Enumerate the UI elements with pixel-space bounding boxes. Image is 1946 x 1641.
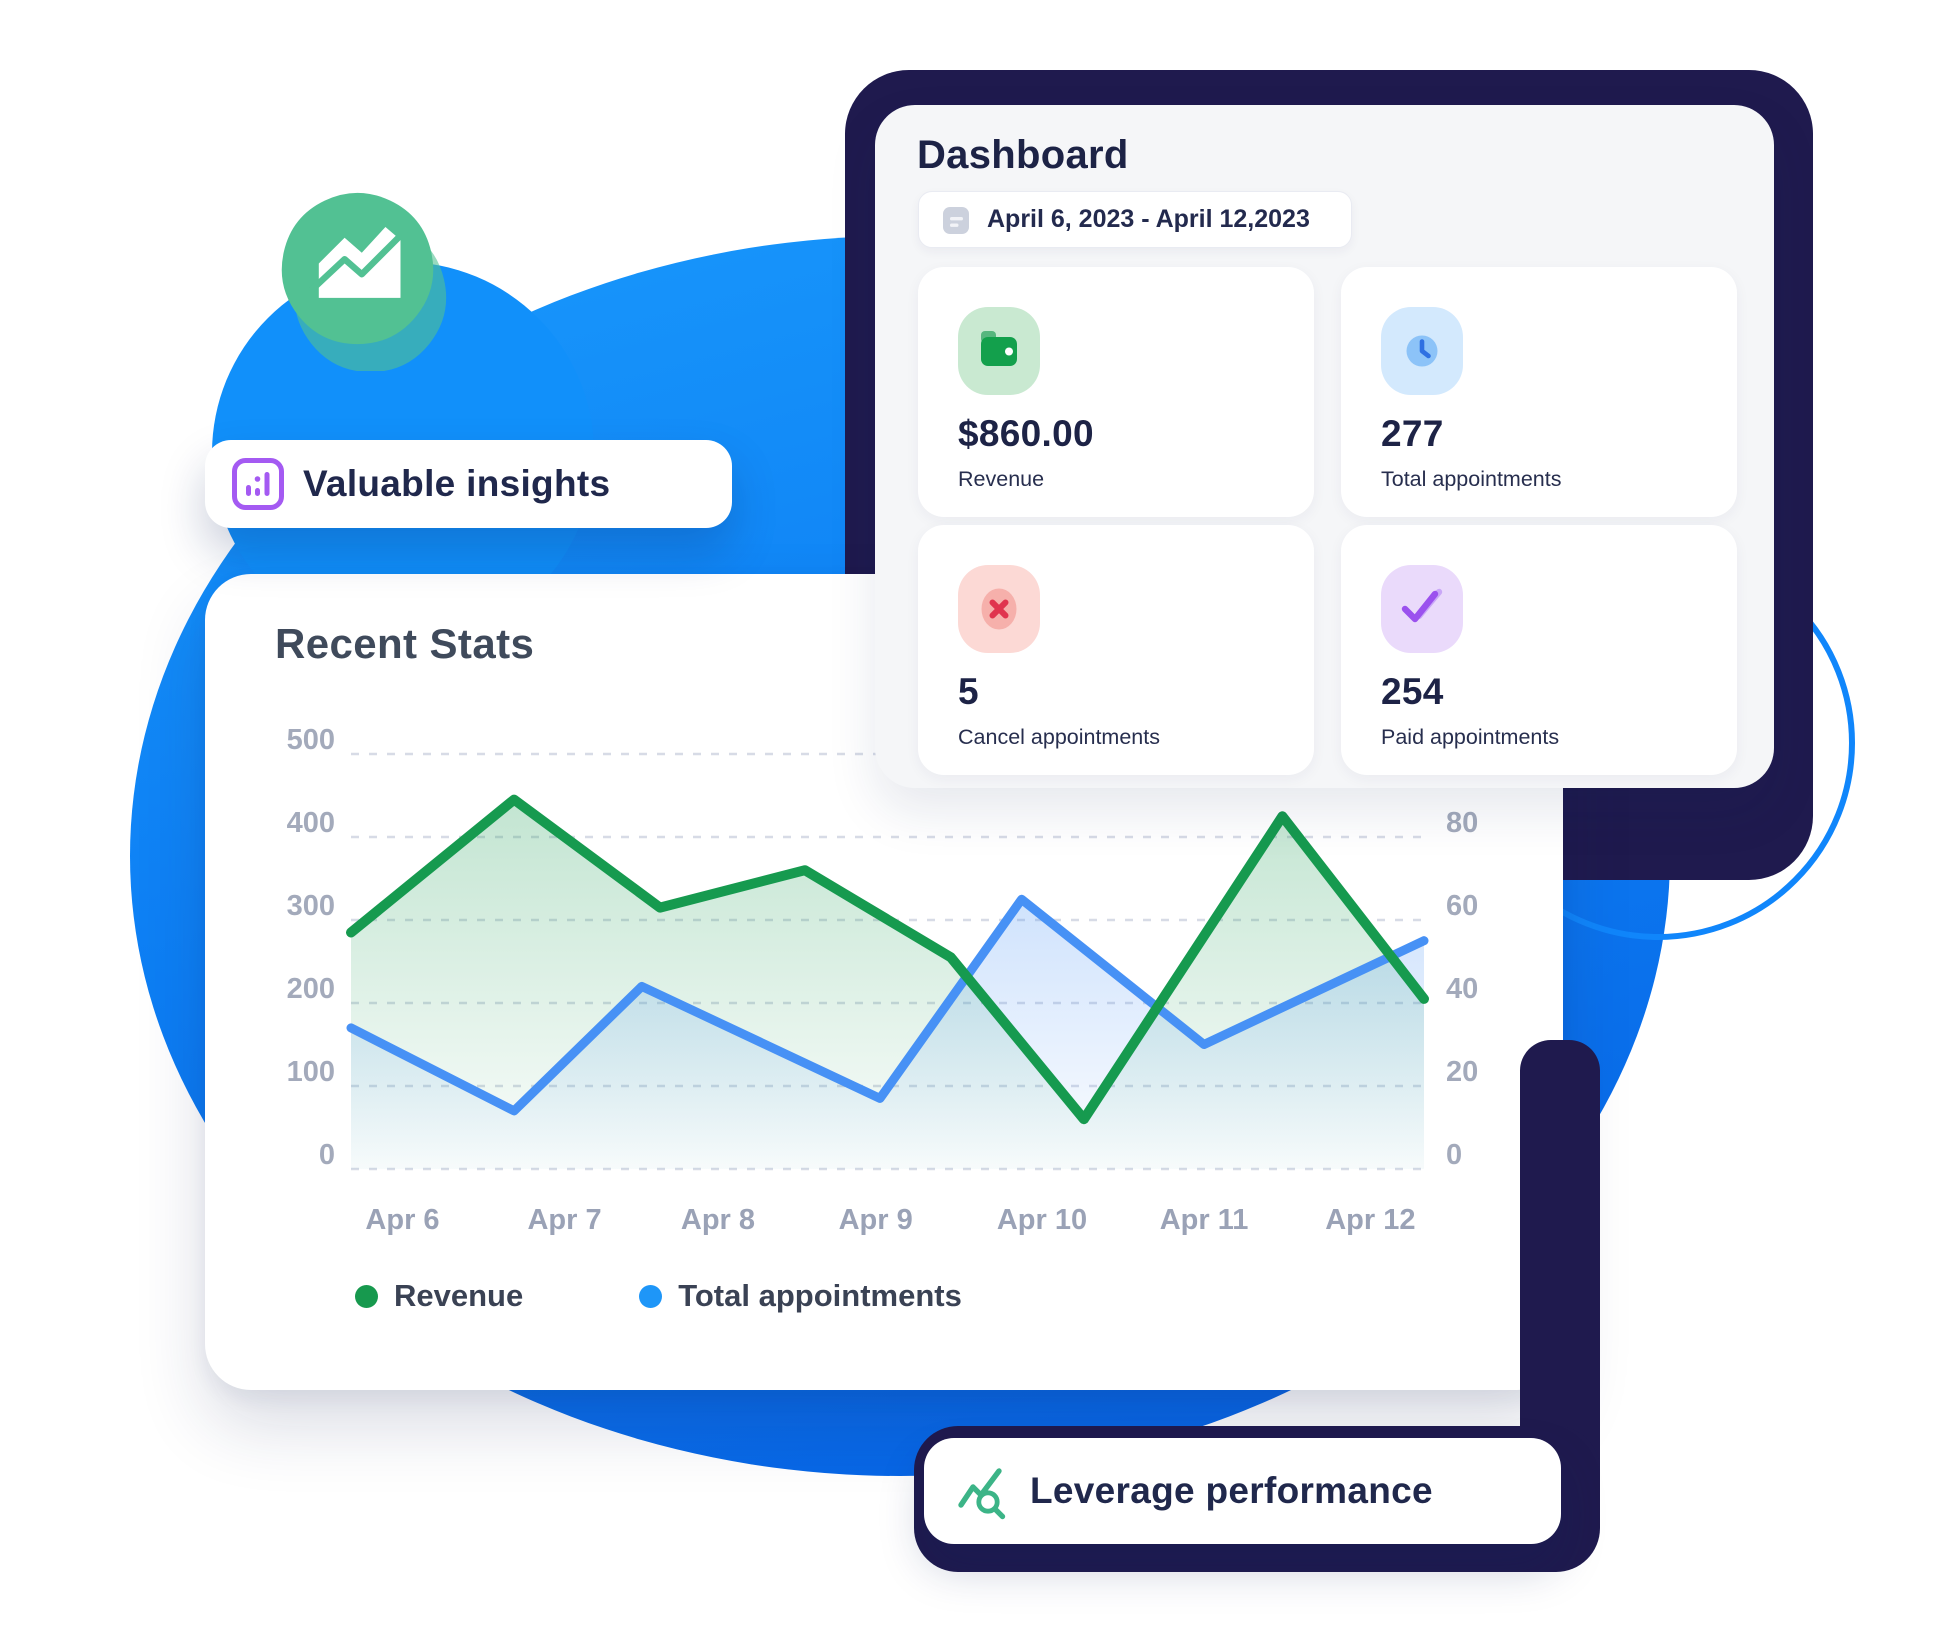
analytics-badge (281, 192, 447, 371)
axis-tick-label: 20 (1446, 1056, 1479, 1088)
legend-item-revenue: Revenue (355, 1278, 523, 1314)
stat-card-cancel-appointments: 5 Cancel appointments (918, 525, 1314, 775)
axis-tick-label: 500 (286, 724, 335, 756)
badge-label: Leverage performance (1030, 1470, 1433, 1511)
stat-card-revenue: $860.00 Revenue (918, 267, 1314, 517)
legend-label: Revenue (394, 1278, 524, 1313)
calendar-icon (943, 206, 969, 234)
badge-label: Valuable insights (303, 463, 611, 504)
x-axis-category-label: Apr 9 (838, 1204, 913, 1236)
recent-stats-chart (346, 752, 1429, 1171)
stat-card-paid-appointments: 254 Paid appointments (1341, 525, 1737, 775)
valuable-insights-badge: Valuable insights (205, 440, 732, 528)
x-axis-category-label: Apr 10 (996, 1204, 1088, 1236)
stat-value: 5 (958, 671, 979, 712)
revenue-dot-icon (355, 1284, 378, 1308)
total-appointments-dot-icon (639, 1284, 663, 1308)
chart-x-axis: Apr 6 Apr 7 Apr 8 Apr 9 Apr 10 Apr 11 Apr 12 (351, 1204, 1424, 1240)
double-check-icon (1381, 565, 1463, 653)
recent-stats-title: Recent Stats (275, 620, 535, 667)
date-range-text: April 6, 2023 - April 12,2023 (987, 205, 1310, 233)
axis-tick-label: 0 (318, 1139, 335, 1171)
stat-value: 254 (1381, 671, 1444, 712)
chart-left-axis: 500 400 300 200 100 0 (255, 726, 335, 1171)
x-axis-category-label: Apr 12 (1325, 1204, 1416, 1236)
axis-tick-label: 60 (1446, 890, 1479, 922)
cancel-icon (958, 565, 1040, 653)
axis-tick-label: 400 (286, 807, 335, 839)
x-axis-category-label: Apr 6 (365, 1204, 440, 1236)
axis-tick-label: 300 (286, 890, 335, 922)
area-chart-icon (309, 226, 409, 298)
bar-chart-icon (232, 458, 284, 510)
x-axis-category-label: Apr 8 (680, 1204, 756, 1236)
axis-tick-label: 0 (1446, 1139, 1463, 1171)
dashboard-card: Dashboard April 6, 2023 - April 12,2023 … (875, 105, 1774, 788)
stat-label: Paid appointments (1381, 725, 1560, 749)
stat-card-total-appointments: 277 Total appointments (1341, 267, 1737, 517)
date-range-picker[interactable]: April 6, 2023 - April 12,2023 (918, 191, 1352, 248)
stat-label: Revenue (958, 467, 1045, 491)
x-axis-category-label: Apr 11 (1159, 1204, 1249, 1236)
axis-tick-label: 80 (1446, 807, 1479, 839)
trend-search-icon (958, 1468, 1006, 1520)
stat-label: Cancel appointments (958, 725, 1160, 749)
axis-tick-label: 100 (286, 1056, 335, 1088)
leverage-performance-badge: Leverage performance (924, 1438, 1561, 1544)
x-axis-category-label: Apr 7 (527, 1204, 602, 1236)
stat-value: $860.00 (958, 413, 1094, 454)
dashboard-title: Dashboard (917, 133, 1129, 177)
legend-label: Total appointments (678, 1278, 962, 1313)
axis-tick-label: 200 (286, 973, 335, 1005)
chart-legend: Revenue Total appointments (355, 1278, 962, 1314)
stat-label: Total appointments (1381, 467, 1562, 491)
wallet-icon (958, 307, 1040, 395)
clock-icon (1381, 307, 1463, 395)
chart-right-axis: 80 60 40 20 0 (1446, 754, 1526, 1171)
legend-item-total-appointments: Total appointments (639, 1278, 962, 1314)
stat-value: 277 (1381, 413, 1444, 454)
axis-tick-label: 40 (1446, 973, 1479, 1005)
